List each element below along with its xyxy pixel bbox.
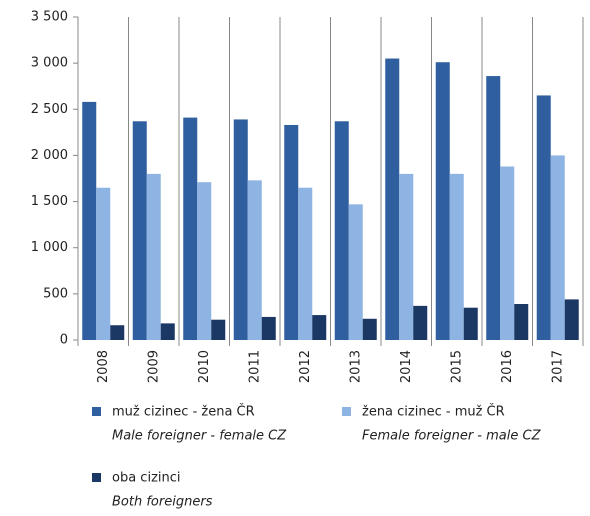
y-tick-label: 500 [43,286,68,301]
bar [486,76,501,340]
bar [385,58,400,341]
bar [211,319,226,340]
bar [564,299,579,340]
bar [160,323,175,340]
y-tick-label: 3 500 [31,10,68,25]
x-tick-label: 2016 [500,350,515,383]
bar [312,315,327,340]
y-tick-label: 3 000 [31,56,68,71]
bar [449,173,464,340]
bar [362,318,377,340]
legend-label-en: Male foreigner - female CZ [112,429,287,444]
bar [348,204,363,340]
legend-label-en: Both foreigners [112,495,213,510]
bar [284,124,299,340]
legend-swatch [92,407,101,416]
bar [536,95,551,340]
x-tick-label: 2013 [348,350,363,383]
y-tick-label: 2 500 [31,102,68,117]
bar [500,166,515,340]
bar [298,187,313,340]
bar [233,119,248,341]
bar [82,101,97,340]
x-tick-label: 2008 [96,350,111,383]
bar [334,121,349,340]
bar [261,316,276,340]
legend-swatch [342,407,351,416]
y-tick-label: 0 [60,333,68,348]
legend-label-en: Female foreigner - male CZ [362,429,542,444]
bar [399,173,414,340]
x-tick-label: 2010 [197,350,212,383]
x-tick-label: 2017 [550,350,565,383]
bar [96,187,111,340]
bar [183,117,198,340]
legend-swatch [92,473,101,482]
bar [110,325,125,340]
bar [550,155,565,340]
x-tick-label: 2011 [247,350,262,383]
y-tick-label: 2 000 [31,148,68,163]
bar [463,307,478,340]
x-tick-label: 2009 [146,350,161,383]
bar [197,182,212,340]
legend-label: oba cizinci [112,471,181,486]
x-tick-label: 2015 [449,350,464,383]
bar [146,173,161,340]
y-tick-label: 1 500 [31,194,68,209]
bar [514,304,529,340]
y-tick-label: 1 000 [31,240,68,255]
bar [435,62,450,340]
x-tick-label: 2012 [298,350,313,383]
bar [247,180,262,340]
x-tick-label: 2014 [399,350,414,383]
bar [132,121,147,340]
bar [413,305,428,340]
legend-label: žena cizinec - muž ČR [362,404,505,420]
legend-label: muž cizinec - žena ČR [112,404,255,420]
